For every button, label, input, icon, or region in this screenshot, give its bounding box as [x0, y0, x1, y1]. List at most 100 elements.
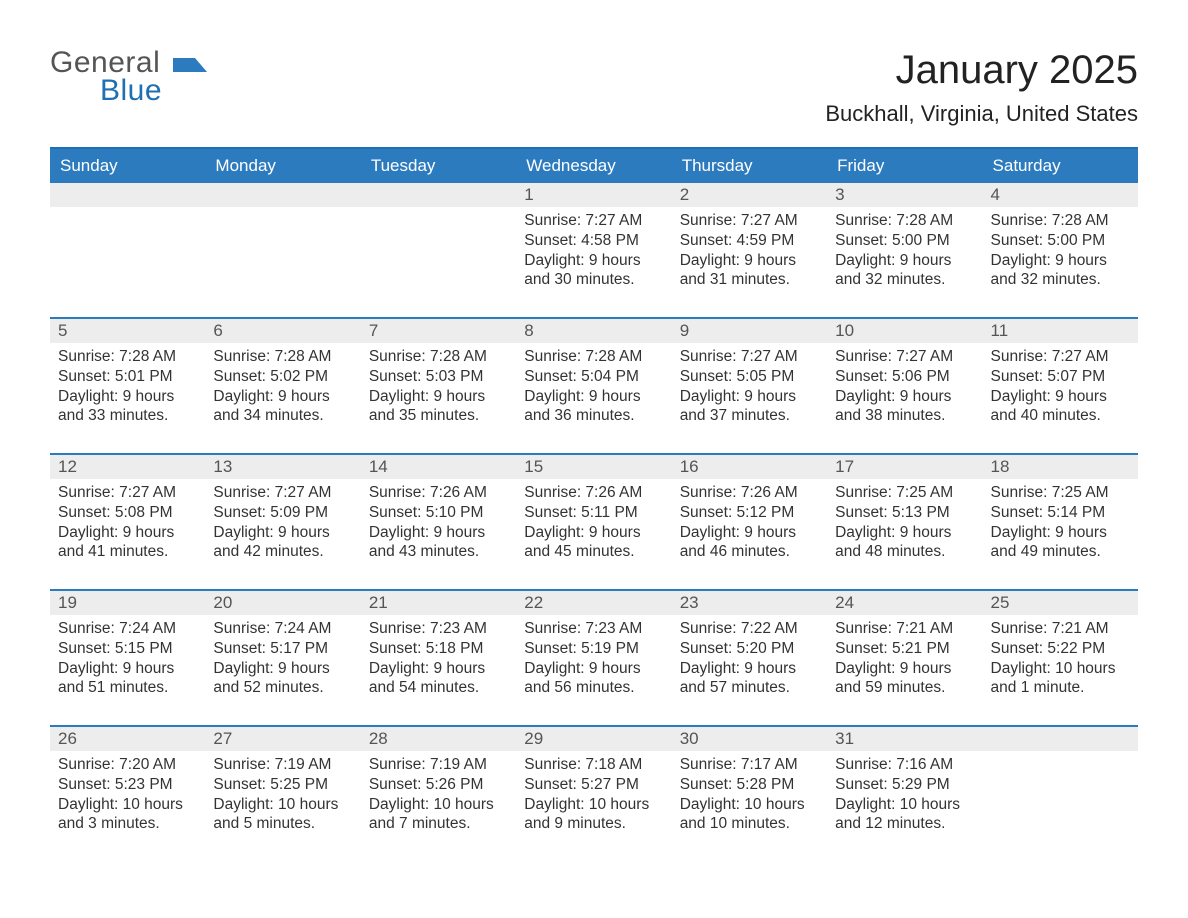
- daylight-text: Daylight: 10 hours: [524, 795, 663, 815]
- daylight-text: Daylight: 10 hours: [213, 795, 352, 815]
- sunset-text: Sunset: 5:18 PM: [369, 639, 508, 659]
- day-cell: 30 Sunrise: 7:17 AM Sunset: 5:28 PM Dayl…: [672, 727, 827, 861]
- daylight-text: and 5 minutes.: [213, 814, 352, 834]
- daylight-text: Daylight: 9 hours: [680, 387, 819, 407]
- week-row: 26 Sunrise: 7:20 AM Sunset: 5:23 PM Dayl…: [50, 725, 1138, 861]
- daylight-text: Daylight: 9 hours: [58, 523, 197, 543]
- daylight-text: and 59 minutes.: [835, 678, 974, 698]
- sunrise-text: Sunrise: 7:23 AM: [524, 619, 663, 639]
- sunrise-text: Sunrise: 7:26 AM: [680, 483, 819, 503]
- logo-flag-icon: [173, 48, 207, 78]
- day-body: Sunrise: 7:20 AM Sunset: 5:23 PM Dayligh…: [50, 751, 205, 842]
- sunrise-text: Sunrise: 7:28 AM: [213, 347, 352, 367]
- daylight-text: and 48 minutes.: [835, 542, 974, 562]
- day-cell: 23 Sunrise: 7:22 AM Sunset: 5:20 PM Dayl…: [672, 591, 827, 725]
- daylight-text: and 41 minutes.: [58, 542, 197, 562]
- day-number: 4: [983, 183, 1138, 207]
- sunrise-text: Sunrise: 7:21 AM: [835, 619, 974, 639]
- day-cell-empty: [50, 183, 205, 317]
- day-cell-empty: [205, 183, 360, 317]
- day-body: Sunrise: 7:28 AM Sunset: 5:00 PM Dayligh…: [827, 207, 982, 298]
- daylight-text: Daylight: 9 hours: [369, 659, 508, 679]
- day-number: 14: [361, 455, 516, 479]
- daylight-text: and 46 minutes.: [680, 542, 819, 562]
- day-number: 5: [50, 319, 205, 343]
- sunrise-text: Sunrise: 7:27 AM: [213, 483, 352, 503]
- sunset-text: Sunset: 5:25 PM: [213, 775, 352, 795]
- daylight-text: Daylight: 9 hours: [524, 659, 663, 679]
- day-number: 18: [983, 455, 1138, 479]
- daylight-text: and 3 minutes.: [58, 814, 197, 834]
- week-row: 19 Sunrise: 7:24 AM Sunset: 5:15 PM Dayl…: [50, 589, 1138, 725]
- sunset-text: Sunset: 5:20 PM: [680, 639, 819, 659]
- day-number: 25: [983, 591, 1138, 615]
- day-cell: 26 Sunrise: 7:20 AM Sunset: 5:23 PM Dayl…: [50, 727, 205, 861]
- day-body: Sunrise: 7:28 AM Sunset: 5:01 PM Dayligh…: [50, 343, 205, 434]
- day-number: 15: [516, 455, 671, 479]
- daylight-text: and 32 minutes.: [835, 270, 974, 290]
- day-cell: 28 Sunrise: 7:19 AM Sunset: 5:26 PM Dayl…: [361, 727, 516, 861]
- day-cell: 5 Sunrise: 7:28 AM Sunset: 5:01 PM Dayli…: [50, 319, 205, 453]
- day-cell: 7 Sunrise: 7:28 AM Sunset: 5:03 PM Dayli…: [361, 319, 516, 453]
- sunrise-text: Sunrise: 7:28 AM: [58, 347, 197, 367]
- day-cell: 6 Sunrise: 7:28 AM Sunset: 5:02 PM Dayli…: [205, 319, 360, 453]
- sunrise-text: Sunrise: 7:28 AM: [991, 211, 1130, 231]
- day-cell: 13 Sunrise: 7:27 AM Sunset: 5:09 PM Dayl…: [205, 455, 360, 589]
- daylight-text: Daylight: 9 hours: [680, 659, 819, 679]
- day-cell: 18 Sunrise: 7:25 AM Sunset: 5:14 PM Dayl…: [983, 455, 1138, 589]
- day-body: Sunrise: 7:26 AM Sunset: 5:11 PM Dayligh…: [516, 479, 671, 570]
- day-cell: 24 Sunrise: 7:21 AM Sunset: 5:21 PM Dayl…: [827, 591, 982, 725]
- sunrise-text: Sunrise: 7:17 AM: [680, 755, 819, 775]
- day-number: 2: [672, 183, 827, 207]
- day-body: Sunrise: 7:28 AM Sunset: 5:03 PM Dayligh…: [361, 343, 516, 434]
- day-cell: 2 Sunrise: 7:27 AM Sunset: 4:59 PM Dayli…: [672, 183, 827, 317]
- day-cell: 4 Sunrise: 7:28 AM Sunset: 5:00 PM Dayli…: [983, 183, 1138, 317]
- sunset-text: Sunset: 5:15 PM: [58, 639, 197, 659]
- sunset-text: Sunset: 5:08 PM: [58, 503, 197, 523]
- day-cell: 8 Sunrise: 7:28 AM Sunset: 5:04 PM Dayli…: [516, 319, 671, 453]
- daylight-text: Daylight: 9 hours: [835, 523, 974, 543]
- sunrise-text: Sunrise: 7:25 AM: [991, 483, 1130, 503]
- sunset-text: Sunset: 5:11 PM: [524, 503, 663, 523]
- day-number: 23: [672, 591, 827, 615]
- daylight-text: Daylight: 9 hours: [991, 251, 1130, 271]
- day-number: 20: [205, 591, 360, 615]
- sunrise-text: Sunrise: 7:27 AM: [680, 347, 819, 367]
- day-number: 11: [983, 319, 1138, 343]
- sunset-text: Sunset: 5:09 PM: [213, 503, 352, 523]
- day-cell-empty: [361, 183, 516, 317]
- day-number: 31: [827, 727, 982, 751]
- day-cell: 19 Sunrise: 7:24 AM Sunset: 5:15 PM Dayl…: [50, 591, 205, 725]
- daylight-text: Daylight: 9 hours: [369, 387, 508, 407]
- sunrise-text: Sunrise: 7:18 AM: [524, 755, 663, 775]
- day-cell: 29 Sunrise: 7:18 AM Sunset: 5:27 PM Dayl…: [516, 727, 671, 861]
- daylight-text: Daylight: 9 hours: [58, 659, 197, 679]
- day-cell: 31 Sunrise: 7:16 AM Sunset: 5:29 PM Dayl…: [827, 727, 982, 861]
- daylight-text: and 30 minutes.: [524, 270, 663, 290]
- daylight-text: Daylight: 9 hours: [835, 251, 974, 271]
- day-cell: 10 Sunrise: 7:27 AM Sunset: 5:06 PM Dayl…: [827, 319, 982, 453]
- daylight-text: Daylight: 10 hours: [680, 795, 819, 815]
- sunset-text: Sunset: 5:29 PM: [835, 775, 974, 795]
- sunrise-text: Sunrise: 7:20 AM: [58, 755, 197, 775]
- daylight-text: and 31 minutes.: [680, 270, 819, 290]
- sunrise-text: Sunrise: 7:25 AM: [835, 483, 974, 503]
- daylight-text: and 56 minutes.: [524, 678, 663, 698]
- day-body: Sunrise: 7:28 AM Sunset: 5:00 PM Dayligh…: [983, 207, 1138, 298]
- sunset-text: Sunset: 5:02 PM: [213, 367, 352, 387]
- logo-text-blue: Blue: [100, 76, 257, 106]
- sunrise-text: Sunrise: 7:22 AM: [680, 619, 819, 639]
- daylight-text: and 34 minutes.: [213, 406, 352, 426]
- daylight-text: and 38 minutes.: [835, 406, 974, 426]
- day-body: Sunrise: 7:25 AM Sunset: 5:13 PM Dayligh…: [827, 479, 982, 570]
- daylight-text: Daylight: 9 hours: [213, 659, 352, 679]
- day-cell: 1 Sunrise: 7:27 AM Sunset: 4:58 PM Dayli…: [516, 183, 671, 317]
- daylight-text: Daylight: 9 hours: [524, 251, 663, 271]
- daylight-text: and 9 minutes.: [524, 814, 663, 834]
- day-body: Sunrise: 7:27 AM Sunset: 4:58 PM Dayligh…: [516, 207, 671, 298]
- daylight-text: and 52 minutes.: [213, 678, 352, 698]
- sunset-text: Sunset: 5:12 PM: [680, 503, 819, 523]
- daylight-text: and 37 minutes.: [680, 406, 819, 426]
- day-number: 19: [50, 591, 205, 615]
- day-cell: 14 Sunrise: 7:26 AM Sunset: 5:10 PM Dayl…: [361, 455, 516, 589]
